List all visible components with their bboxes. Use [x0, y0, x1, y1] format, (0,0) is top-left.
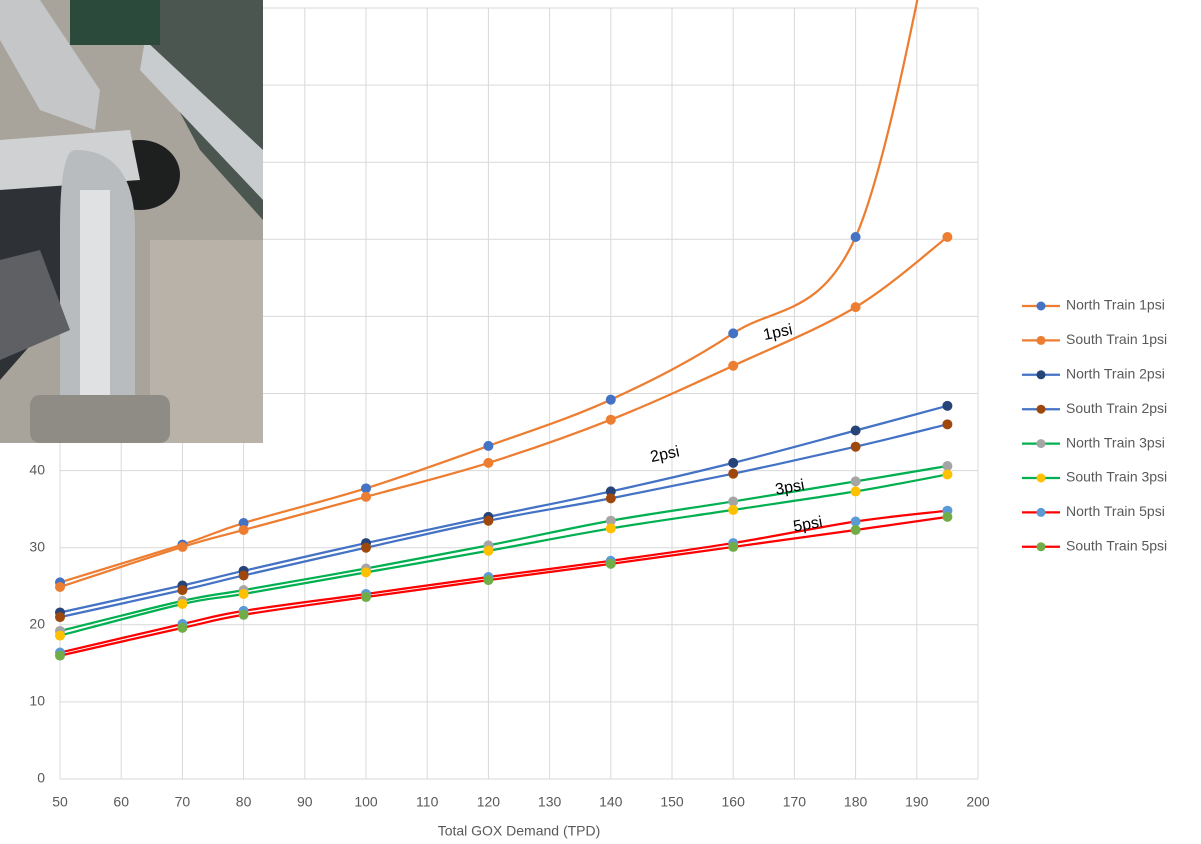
- chart: 0102030405060708090100506070809010011012…: [0, 0, 1201, 844]
- x-tick-label: 140: [599, 794, 623, 810]
- data-point: [728, 361, 738, 371]
- data-point: [177, 585, 187, 595]
- data-point: [942, 419, 952, 429]
- data-point: [851, 426, 861, 436]
- x-tick-label: 170: [783, 794, 807, 810]
- data-point: [483, 516, 493, 526]
- legend-marker: [1037, 302, 1046, 311]
- x-tick-label: 190: [905, 794, 929, 810]
- data-point: [361, 592, 371, 602]
- data-point: [177, 623, 187, 633]
- legend-marker: [1037, 508, 1046, 517]
- legend-marker: [1037, 439, 1046, 448]
- data-point: [851, 232, 861, 242]
- data-point: [606, 559, 616, 569]
- data-point: [361, 543, 371, 553]
- x-tick-label: 110: [416, 794, 439, 810]
- data-point: [606, 415, 616, 425]
- data-point: [728, 505, 738, 515]
- legend-label: North Train 2psi: [1066, 366, 1165, 382]
- data-point: [942, 401, 952, 411]
- data-point: [483, 458, 493, 468]
- legend-label: North Train 1psi: [1066, 297, 1165, 313]
- legend-label: South Train 3psi: [1066, 469, 1167, 485]
- data-point: [239, 525, 249, 535]
- legend-label: South Train 1psi: [1066, 331, 1167, 347]
- series-line: [60, 517, 947, 656]
- x-tick-label: 160: [722, 794, 746, 810]
- x-tick-label: 130: [538, 794, 562, 810]
- x-tick-label: 70: [175, 794, 191, 810]
- data-point: [606, 523, 616, 533]
- legend-label: South Train 5psi: [1066, 538, 1167, 554]
- legend-label: North Train 3psi: [1066, 434, 1165, 450]
- x-tick-label: 120: [477, 794, 501, 810]
- x-tick-label: 60: [113, 794, 129, 810]
- data-point: [177, 599, 187, 609]
- data-point: [239, 610, 249, 620]
- data-point: [851, 525, 861, 535]
- series-line: [60, 474, 947, 635]
- x-tick-label: 200: [966, 794, 990, 810]
- data-point: [942, 232, 952, 242]
- legend-marker: [1037, 336, 1046, 345]
- data-point: [55, 582, 65, 592]
- y-tick-label: 10: [29, 693, 45, 709]
- legend-label: South Train 2psi: [1066, 400, 1167, 416]
- data-point: [55, 612, 65, 622]
- y-tick-label: 20: [29, 616, 45, 632]
- data-point: [483, 575, 493, 585]
- data-point: [483, 546, 493, 556]
- data-point: [851, 302, 861, 312]
- data-point: [851, 442, 861, 452]
- data-point: [728, 458, 738, 468]
- y-tick-label: 0: [37, 770, 45, 786]
- x-tick-label: 100: [354, 794, 378, 810]
- data-point: [942, 512, 952, 522]
- x-tick-label: 150: [660, 794, 684, 810]
- y-tick-label: 30: [29, 538, 45, 554]
- data-point: [361, 567, 371, 577]
- data-point: [55, 631, 65, 641]
- data-point: [361, 492, 371, 502]
- x-tick-label: 90: [297, 794, 313, 810]
- data-point: [55, 651, 65, 661]
- legend: North Train 1psi South Train 1psi North Tr…: [1022, 297, 1167, 554]
- data-point: [728, 469, 738, 479]
- x-tick-label: 50: [52, 794, 68, 810]
- data-point: [851, 486, 861, 496]
- legend-marker: [1037, 370, 1046, 379]
- legend-marker: [1037, 474, 1046, 483]
- data-point: [606, 493, 616, 503]
- x-axis-label: Total GOX Demand (TPD): [438, 823, 601, 839]
- photo: [0, 0, 263, 443]
- data-point: [239, 589, 249, 599]
- annotation: 5psi: [792, 514, 824, 536]
- data-point: [177, 542, 187, 552]
- data-point: [239, 570, 249, 580]
- data-point: [728, 542, 738, 552]
- data-point: [851, 476, 861, 486]
- legend-label: North Train 5psi: [1066, 503, 1165, 519]
- x-tick-label: 80: [236, 794, 252, 810]
- y-tick-label: 40: [29, 461, 45, 477]
- x-tick-label: 180: [844, 794, 868, 810]
- annotation: 2psi: [649, 443, 681, 466]
- data-point: [483, 441, 493, 451]
- legend-marker: [1037, 405, 1046, 414]
- data-point: [606, 395, 616, 405]
- data-point: [942, 469, 952, 479]
- legend-marker: [1037, 542, 1046, 551]
- data-point: [728, 328, 738, 338]
- annotation: 3psi: [774, 477, 806, 499]
